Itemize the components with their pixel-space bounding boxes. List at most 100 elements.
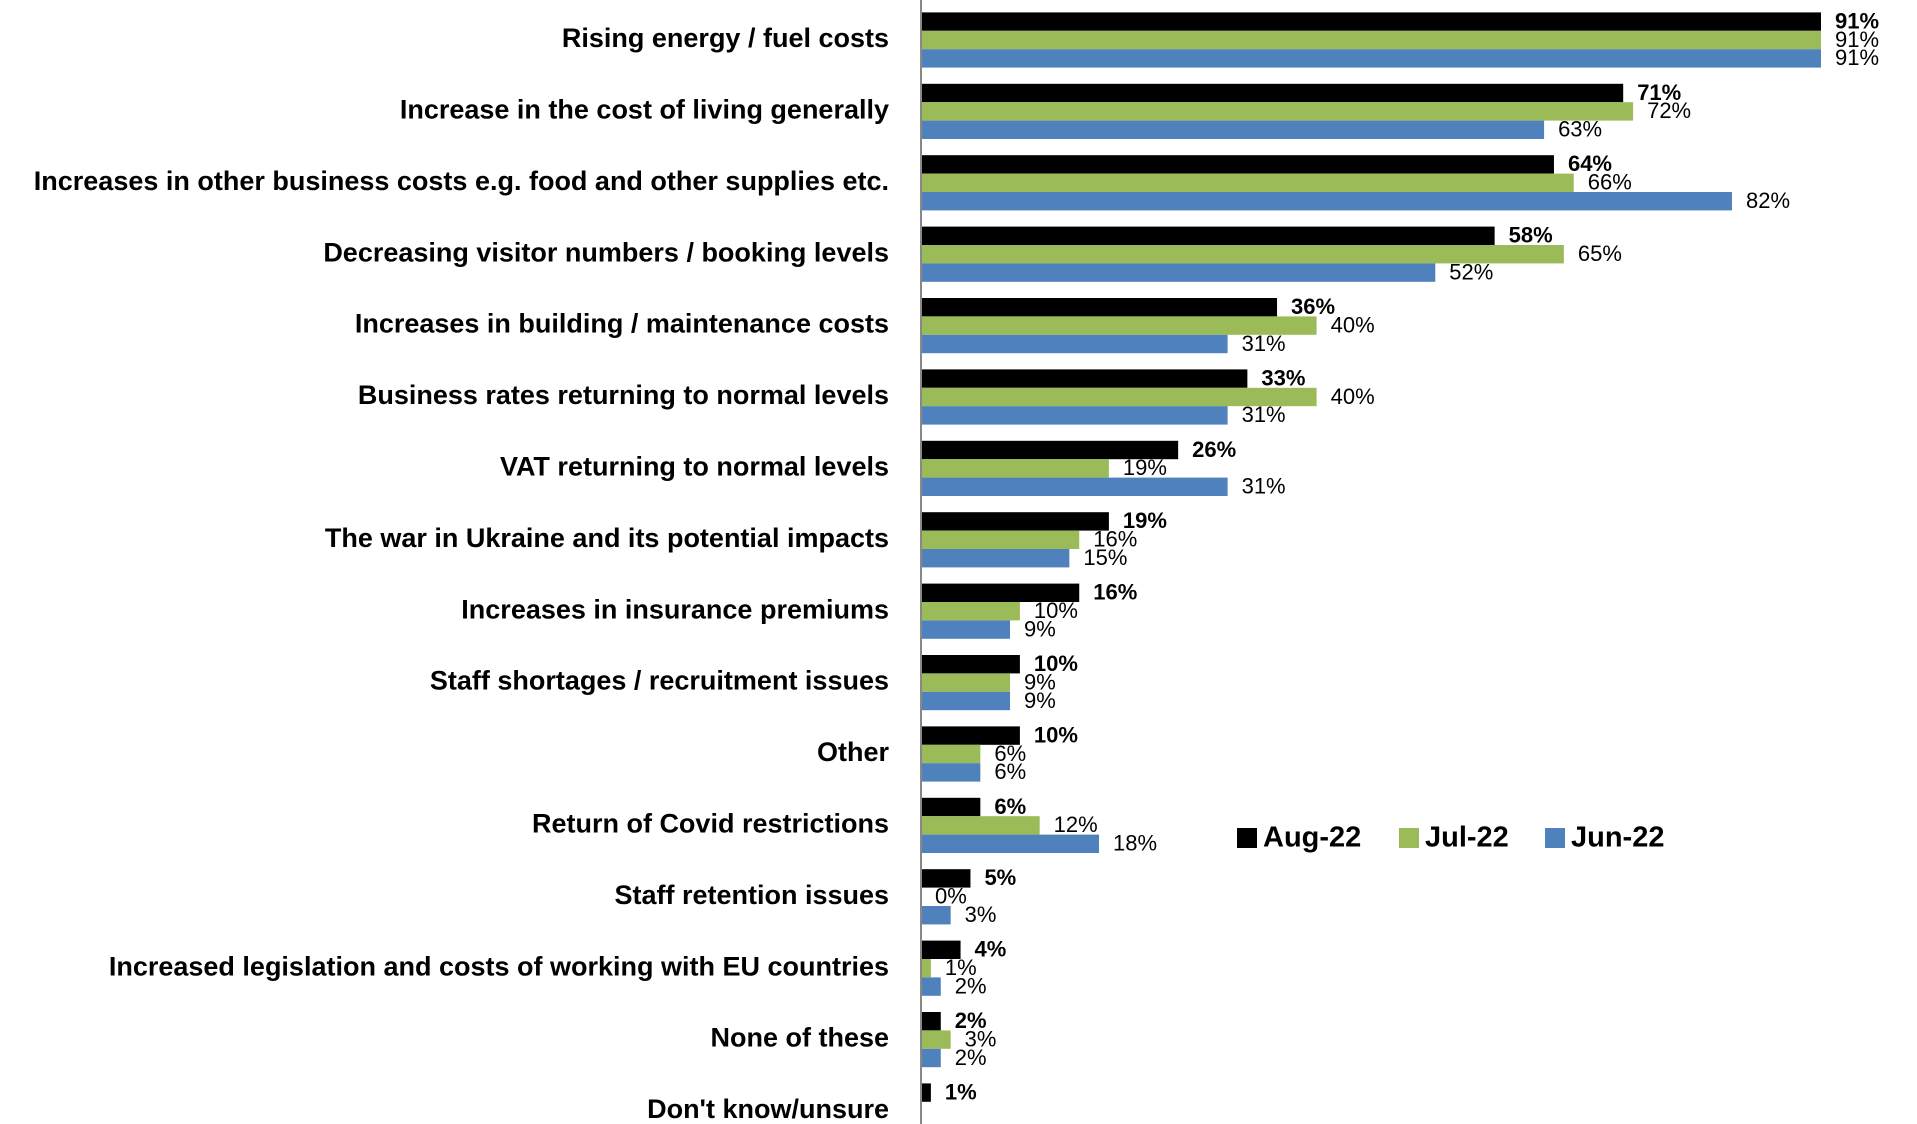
bar xyxy=(921,744,981,764)
data-label: 19% xyxy=(1123,455,1167,480)
bar xyxy=(921,673,1011,692)
legend-swatch xyxy=(1237,828,1257,848)
data-label: 52% xyxy=(1449,259,1493,284)
category-label: Other xyxy=(817,737,890,767)
data-label: 9% xyxy=(1024,616,1056,641)
data-label: 0% xyxy=(935,884,967,909)
category-label: Staff retention issues xyxy=(614,880,889,910)
bar xyxy=(921,226,1495,245)
bar xyxy=(921,369,1248,388)
data-label: 64% xyxy=(1568,151,1612,176)
data-label: 10% xyxy=(1034,722,1078,747)
legend-label: Jul-22 xyxy=(1425,822,1509,854)
category-label: The war in Ukraine and its potential imp… xyxy=(325,523,889,553)
bar xyxy=(921,549,1070,568)
data-label: 3% xyxy=(965,902,997,927)
data-label: 16% xyxy=(1093,527,1137,552)
category-label: VAT returning to normal levels xyxy=(500,452,889,482)
bar xyxy=(921,440,1179,460)
bar xyxy=(921,940,961,959)
bar xyxy=(921,1030,951,1049)
data-label: 19% xyxy=(1123,508,1167,533)
bar xyxy=(921,263,1436,282)
data-label: 91% xyxy=(1835,45,1879,70)
bar xyxy=(921,477,1228,496)
data-label: 40% xyxy=(1331,384,1375,409)
bar xyxy=(921,869,971,888)
data-label: 5% xyxy=(984,865,1016,890)
bar xyxy=(921,977,941,996)
data-label: 18% xyxy=(1113,831,1157,856)
bar xyxy=(921,726,1020,745)
data-label: 10% xyxy=(1034,651,1078,676)
bar xyxy=(921,763,981,782)
bar xyxy=(921,245,1564,264)
data-label: 9% xyxy=(1024,688,1056,713)
bar xyxy=(921,583,1080,602)
category-label: Rising energy / fuel costs xyxy=(562,23,889,53)
data-label: 6% xyxy=(994,741,1026,766)
bar xyxy=(921,959,931,978)
bar xyxy=(921,1012,941,1031)
category-label: Don't know/unsure xyxy=(647,1094,889,1124)
bar xyxy=(921,459,1109,478)
category-label: Business rates returning to normal level… xyxy=(358,380,889,410)
bar xyxy=(921,512,1109,531)
category-label: Increase in the cost of living generally xyxy=(400,95,889,125)
data-label: 2% xyxy=(955,1008,987,1033)
bar xyxy=(921,30,1821,50)
category-label: Decreasing visitor numbers / booking lev… xyxy=(323,237,889,267)
bar xyxy=(921,1048,941,1068)
bar xyxy=(921,334,1228,354)
legend-swatch xyxy=(1399,828,1419,848)
data-label: 1% xyxy=(945,955,977,980)
data-label: 66% xyxy=(1588,170,1632,195)
bar xyxy=(921,102,1634,121)
data-label: 12% xyxy=(1054,812,1098,837)
bar xyxy=(921,120,1545,139)
bar xyxy=(921,691,1011,711)
data-label: 2% xyxy=(955,973,987,998)
data-label: 15% xyxy=(1083,545,1127,570)
data-label: 26% xyxy=(1192,437,1236,462)
data-label: 9% xyxy=(1024,669,1056,694)
data-label: 72% xyxy=(1647,98,1691,123)
data-label: 40% xyxy=(1331,312,1375,337)
bar xyxy=(921,155,1554,174)
data-label: 6% xyxy=(994,759,1026,784)
bar xyxy=(921,655,1020,674)
data-label: 2% xyxy=(955,1045,987,1070)
data-label: 91% xyxy=(1835,27,1879,52)
bar xyxy=(921,83,1624,103)
bar xyxy=(921,816,1040,835)
bar xyxy=(921,173,1574,192)
data-label: 91% xyxy=(1835,8,1879,33)
data-label: 82% xyxy=(1746,188,1790,213)
data-label: 10% xyxy=(1034,598,1078,623)
category-label: Increases in insurance premiums xyxy=(461,594,889,624)
legend-label: Aug-22 xyxy=(1263,822,1361,854)
legend-label: Jun-22 xyxy=(1571,822,1664,854)
data-label: 4% xyxy=(975,937,1007,962)
bar xyxy=(921,1083,931,1102)
category-label: Increases in building / maintenance cost… xyxy=(355,309,889,339)
category-label: Increases in other business costs e.g. f… xyxy=(34,166,889,196)
data-label: 1% xyxy=(945,1079,977,1104)
bar xyxy=(921,316,1317,335)
data-label: 3% xyxy=(965,1026,997,1051)
data-label: 58% xyxy=(1509,223,1553,248)
bar xyxy=(921,49,1821,68)
category-label: Staff shortages / recruitment issues xyxy=(430,666,889,696)
data-label: 71% xyxy=(1637,80,1681,105)
data-label: 36% xyxy=(1291,294,1335,319)
bar xyxy=(921,906,951,925)
data-label: 65% xyxy=(1578,241,1622,266)
bar xyxy=(921,298,1278,317)
data-label: 63% xyxy=(1558,117,1602,142)
data-label: 16% xyxy=(1093,580,1137,605)
legend-swatch xyxy=(1545,828,1565,848)
bar xyxy=(921,834,1100,853)
bar xyxy=(921,406,1228,425)
data-label: 6% xyxy=(994,794,1026,819)
